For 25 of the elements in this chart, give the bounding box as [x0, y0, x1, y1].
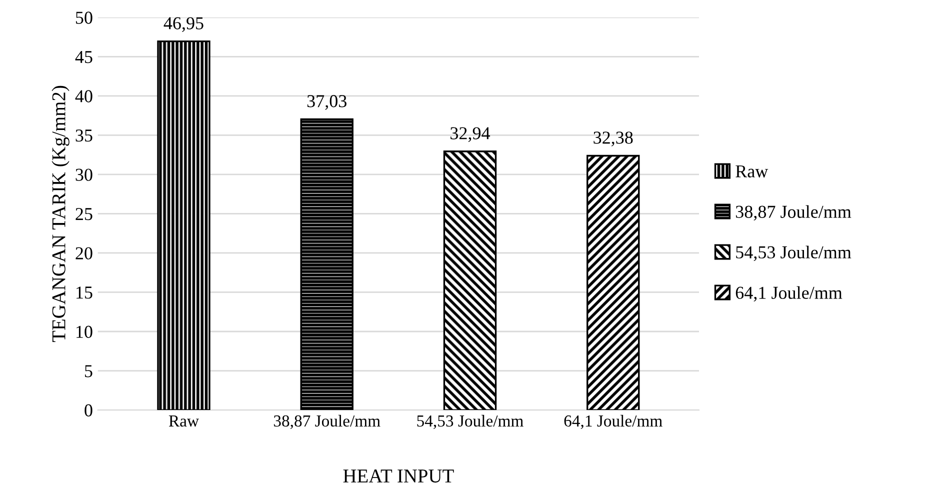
- data-label: 46,95: [164, 17, 204, 32]
- y-tick-label: 30: [76, 168, 92, 181]
- y-tick-label: 15: [76, 286, 92, 299]
- y-tick-label: 45: [75, 51, 92, 64]
- y-axis-title: TEGANGAN TARIK (Kg/mm2): [52, 86, 70, 342]
- y-tick-label: 40: [75, 90, 92, 102]
- x-axis-title: HEAT INPUT: [343, 470, 454, 483]
- data-label: 32,38: [594, 132, 633, 146]
- legend-label: 64,1 Joule/mm: [736, 286, 842, 302]
- y-tick-label: 5: [85, 365, 92, 378]
- data-label: 37,03: [307, 95, 346, 110]
- y-tick-label: 0: [84, 404, 92, 416]
- y-tick-label: 50: [76, 12, 92, 24]
- data-label: 32,94: [450, 127, 490, 142]
- y-tick-label: 35: [76, 129, 92, 142]
- x-tick-label: Raw: [168, 416, 199, 427]
- legend-label: 38,87 Joule/mm: [736, 205, 852, 221]
- x-tick-label: 38,87 Joule/mm: [274, 414, 380, 430]
- x-tick-label: 54,53 Joule/mm: [417, 414, 524, 430]
- legend-label: Raw: [736, 165, 768, 178]
- legend-label: 54,53 Joule/mm: [736, 246, 852, 262]
- y-tick-label: 10: [76, 326, 92, 338]
- y-tick-label: 25: [76, 208, 92, 220]
- y-tick-label: 20: [76, 247, 92, 260]
- x-tick-label: 64,1 Joule/mm: [564, 414, 662, 430]
